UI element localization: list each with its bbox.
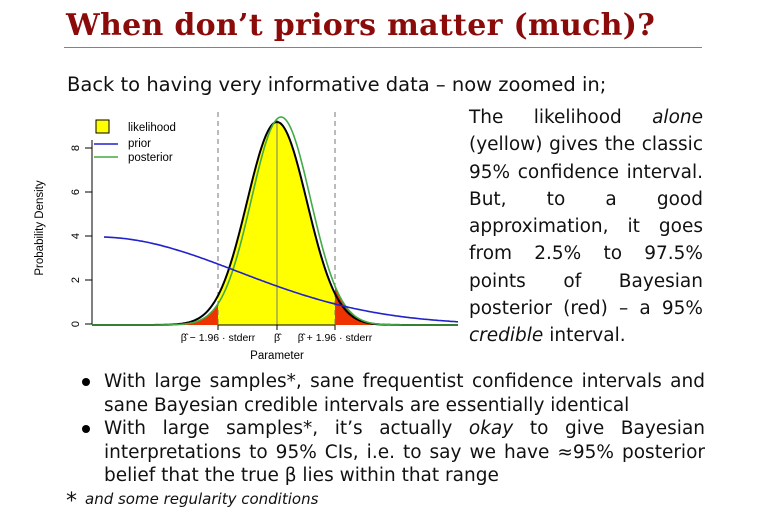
bullet-text: With large samples*, sane frequentist co… bbox=[104, 371, 705, 416]
legend-swatch-likelihood bbox=[95, 119, 110, 134]
x-tick-label-right: β̂ + 1.96 · stderr bbox=[298, 332, 373, 344]
bullet-text-okay: okay bbox=[468, 418, 514, 439]
prior-curve bbox=[104, 236, 458, 323]
title-rule bbox=[64, 47, 702, 48]
legend-label: prior bbox=[128, 138, 151, 150]
legend: likelihood prior posterior bbox=[94, 119, 176, 164]
intro-text: Back to having very informative data – n… bbox=[67, 73, 607, 96]
density-plot: 0 2 4 6 8 Probability Density β̂ − 1.96 … bbox=[34, 112, 458, 362]
bullet-dot bbox=[82, 378, 90, 386]
left-tail-area bbox=[168, 303, 218, 325]
bullet-item: With large samples*, it’s actually okay … bbox=[80, 417, 705, 488]
slide-title: When don’t priors matter (much)? bbox=[66, 8, 656, 43]
y-tick-label: 0 bbox=[70, 321, 82, 327]
bullet-dot bbox=[82, 425, 90, 433]
legend-label: likelihood bbox=[128, 122, 176, 134]
legend-label: posterior bbox=[128, 152, 173, 164]
footnote-text: and some regularity conditions bbox=[85, 490, 319, 508]
bullet-item: With large samples*, sane frequentist co… bbox=[80, 370, 705, 417]
posterior-curve bbox=[92, 116, 458, 326]
y-tick-label: 2 bbox=[70, 277, 82, 283]
side-text-1: The likelihood bbox=[469, 107, 622, 128]
x-axis-label: Parameter bbox=[250, 350, 304, 362]
x-tick-label-left: β̂ − 1.96 · stderr bbox=[181, 332, 256, 344]
right-tail-area bbox=[335, 286, 388, 325]
bullet-list: With large samples*, sane frequentist co… bbox=[80, 370, 705, 488]
side-text-2: (yellow) gives the classic 95% confidenc… bbox=[469, 134, 703, 320]
y-tick-label: 4 bbox=[70, 233, 82, 239]
side-text-alone: alone bbox=[652, 107, 703, 128]
bullet-text-pre: With large samples*, it’s actually bbox=[104, 418, 453, 439]
footnote-star: * bbox=[66, 489, 77, 514]
side-text-credible: credible bbox=[469, 325, 544, 347]
footnote: * and some regularity conditions bbox=[66, 489, 318, 514]
side-text-3: interval. bbox=[549, 325, 626, 347]
side-paragraph: The likelihood alone (yellow) gives the … bbox=[469, 104, 703, 350]
y-axis-label: Probability Density bbox=[34, 180, 46, 275]
y-tick-label: 8 bbox=[70, 145, 82, 151]
y-ticks bbox=[85, 147, 92, 325]
x-tick-label-mid: β̂ bbox=[274, 332, 282, 344]
y-tick-label: 6 bbox=[70, 189, 82, 195]
bullet-text-post: to give Bayesian interpretations to 95% … bbox=[104, 418, 706, 486]
